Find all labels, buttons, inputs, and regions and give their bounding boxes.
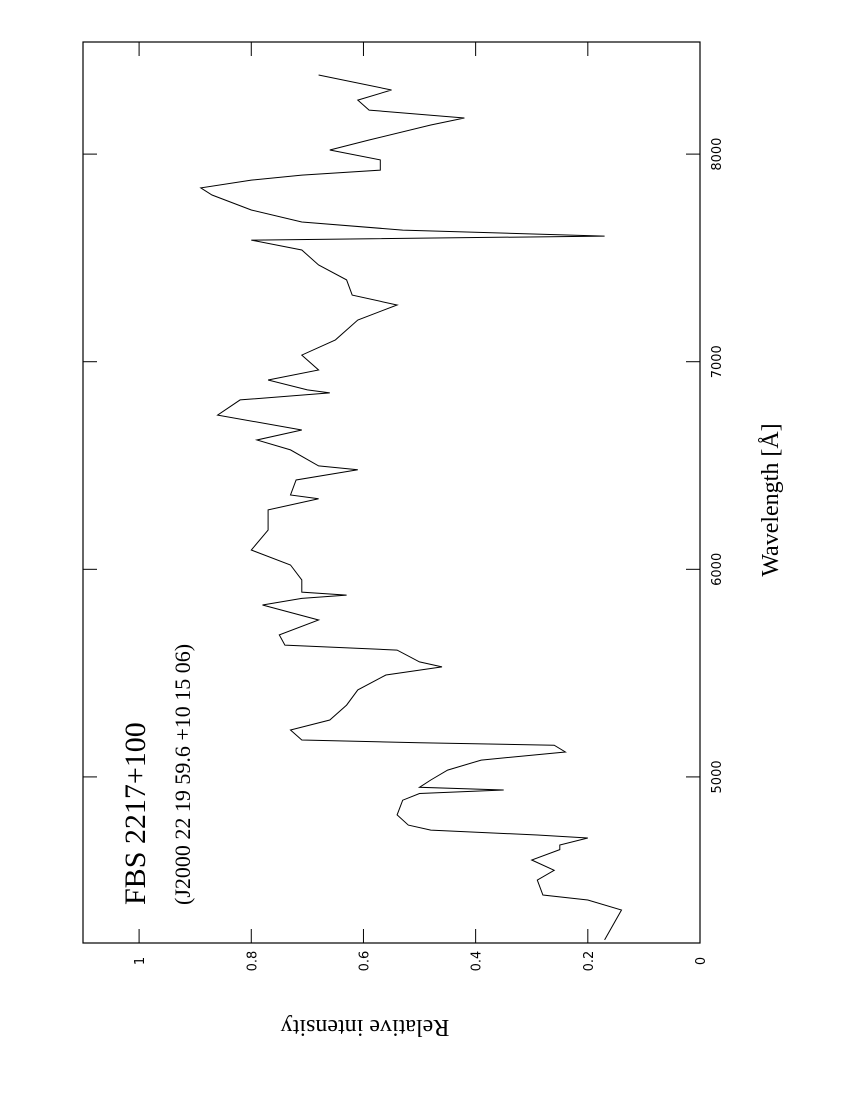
x-tick-label: 5000	[710, 760, 725, 793]
x-axis-label: Wavelength [Å]	[758, 423, 784, 576]
y-tick-label: 0	[694, 957, 709, 965]
chart-title: FBS 2217+100	[119, 722, 152, 905]
y-axis-label: Relative intensity	[281, 1014, 450, 1040]
chart-subtitle: (J2000 22 19 59.6 +10 15 06)	[170, 644, 195, 905]
x-tick-label: 6000	[710, 553, 725, 586]
plot-frame	[82, 41, 701, 944]
y-tick-label: 0.8	[245, 951, 260, 972]
x-tick-label: 8000	[710, 138, 725, 171]
x-tick-label: 7000	[710, 345, 725, 378]
y-tick-label: 0.6	[357, 951, 372, 972]
y-tick-label: 1	[133, 957, 148, 965]
y-tick-label: 0.4	[470, 951, 485, 972]
spectrum-line	[199, 74, 623, 941]
y-tick-label: 0.2	[582, 951, 597, 972]
